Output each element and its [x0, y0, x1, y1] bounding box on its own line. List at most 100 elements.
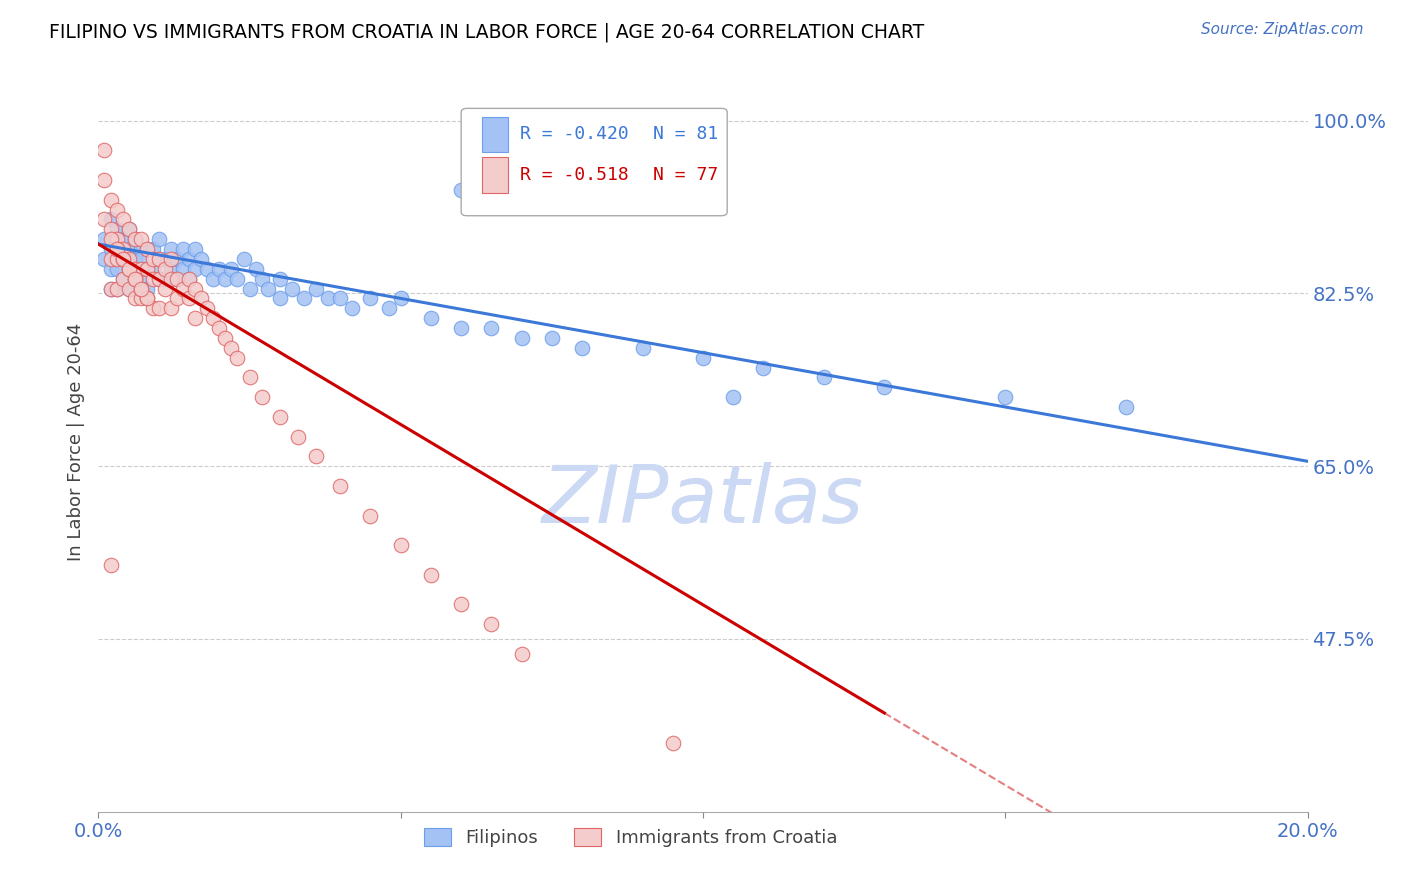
Point: [100, 261, 122, 276]
Point: [226, 271, 249, 285]
Point: [142, 242, 165, 256]
Point: [148, 271, 170, 285]
Point: [142, 261, 165, 276]
Point: [752, 360, 775, 375]
Point: [100, 281, 122, 295]
Point: [124, 271, 146, 285]
Point: [153, 252, 176, 266]
Point: [142, 271, 165, 285]
Text: N = 81: N = 81: [654, 125, 718, 144]
Point: [111, 271, 134, 285]
Point: [256, 281, 278, 295]
Point: [208, 321, 231, 335]
Point: [226, 351, 249, 365]
Text: R = -0.518: R = -0.518: [520, 166, 628, 184]
Point: [105, 252, 128, 266]
Text: N = 77: N = 77: [654, 166, 718, 184]
Point: [692, 351, 714, 365]
Point: [100, 558, 122, 572]
Point: [105, 242, 128, 256]
Point: [100, 222, 122, 236]
Point: [118, 242, 141, 256]
Point: [571, 341, 593, 355]
Point: [202, 271, 225, 285]
Point: [214, 271, 236, 285]
Point: [160, 301, 183, 316]
Point: [129, 281, 152, 295]
Point: [184, 281, 207, 295]
Point: [129, 292, 152, 306]
Point: [172, 261, 194, 276]
Point: [124, 252, 146, 266]
Point: [129, 271, 152, 285]
Point: [420, 311, 443, 326]
Point: [342, 301, 364, 316]
Point: [148, 301, 170, 316]
Point: [142, 301, 165, 316]
Point: [100, 193, 122, 207]
Point: [135, 261, 157, 276]
Legend: Filipinos, Immigrants from Croatia: Filipinos, Immigrants from Croatia: [416, 821, 845, 855]
Point: [93, 144, 115, 158]
Point: [135, 292, 157, 306]
Point: [135, 281, 157, 295]
Point: [111, 212, 134, 227]
Point: [105, 261, 128, 276]
Point: [510, 647, 533, 661]
Point: [160, 252, 183, 266]
Point: [124, 232, 146, 246]
Point: [329, 292, 352, 306]
Point: [105, 242, 128, 256]
Point: [221, 341, 243, 355]
Point: [377, 301, 399, 316]
Point: [118, 281, 141, 295]
Point: [118, 261, 141, 276]
Point: [100, 212, 122, 227]
Point: [481, 321, 503, 335]
Point: [190, 292, 212, 306]
Point: [93, 232, 115, 246]
Point: [172, 281, 194, 295]
Point: [124, 271, 146, 285]
Point: [148, 252, 170, 266]
Point: [118, 261, 141, 276]
Point: [389, 292, 412, 306]
Point: [179, 271, 201, 285]
Text: ZIPatlas: ZIPatlas: [541, 462, 865, 540]
Point: [118, 252, 141, 266]
Point: [1115, 400, 1137, 414]
Point: [111, 271, 134, 285]
Point: [184, 242, 207, 256]
Point: [153, 281, 176, 295]
Point: [813, 370, 835, 384]
Y-axis label: In Labor Force | Age 20-64: In Labor Force | Age 20-64: [66, 322, 84, 561]
Point: [135, 292, 157, 306]
Point: [129, 261, 152, 276]
Point: [100, 232, 122, 246]
FancyBboxPatch shape: [482, 157, 509, 193]
Point: [269, 292, 291, 306]
Point: [166, 292, 188, 306]
Point: [111, 252, 134, 266]
Point: [281, 281, 304, 295]
Point: [105, 281, 128, 295]
Point: [221, 261, 243, 276]
Point: [239, 370, 262, 384]
Point: [245, 261, 267, 276]
Point: [100, 252, 122, 266]
Point: [111, 242, 134, 256]
Point: [148, 271, 170, 285]
Point: [269, 409, 291, 424]
Point: [93, 252, 115, 266]
Point: [510, 331, 533, 345]
Point: [250, 390, 273, 404]
Point: [111, 232, 134, 246]
Point: [202, 311, 225, 326]
Point: [105, 281, 128, 295]
Point: [129, 252, 152, 266]
Point: [105, 222, 128, 236]
Point: [305, 281, 328, 295]
Point: [166, 271, 188, 285]
Point: [195, 301, 218, 316]
Point: [184, 311, 207, 326]
